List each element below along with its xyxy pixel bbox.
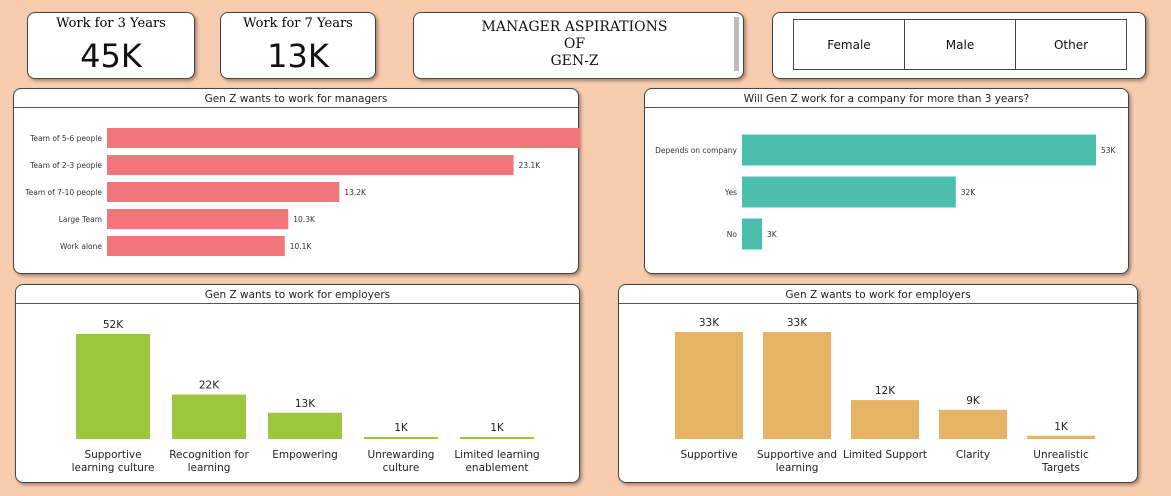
column xyxy=(763,332,831,439)
data-label: 32K xyxy=(961,188,977,197)
bar xyxy=(742,218,763,250)
employers-column-chart-2: 33K Supportive 33K Supportive and learning 12… xyxy=(675,317,1095,474)
category-label-line: Supportive xyxy=(680,449,737,461)
kpi-label: Work for 3 Years xyxy=(56,16,166,31)
data-label: 33K xyxy=(699,317,720,329)
category-label-line: culture xyxy=(383,462,420,474)
kpi-label: Work for 7 Years xyxy=(243,16,353,31)
category-label-line: Limited learning xyxy=(454,449,539,461)
category-label: Unrewarding culture xyxy=(368,449,435,474)
dashboard-title: MANAGER ASPIRATIONS OF GEN-Z xyxy=(414,19,735,70)
data-label: 1K xyxy=(490,422,505,434)
category-label-line: learning culture xyxy=(72,462,155,474)
category-label: Empowering xyxy=(272,449,338,461)
category-label-line: enablement xyxy=(465,462,528,474)
column xyxy=(172,394,246,439)
dashboard-title-line-3: GEN-Z xyxy=(550,53,599,69)
data-label: 3K xyxy=(767,230,778,239)
data-label: 1K xyxy=(394,422,409,434)
category-label: Team of 2-3 people xyxy=(29,161,102,170)
company-chart-card: Will Gen Z work for a company for more t… xyxy=(644,88,1129,274)
category-label: Supportive xyxy=(680,449,737,461)
category-label: Supportive learning culture xyxy=(72,449,155,474)
category-label-line: Targets xyxy=(1041,462,1080,474)
employers-chart-card-1: Gen Z wants to work for employers 52K Sup… xyxy=(15,284,580,483)
dashboard-title-card: MANAGER ASPIRATIONS OF GEN-Z xyxy=(413,12,744,79)
employers-chart-title-2: Gen Z wants to work for employers xyxy=(619,287,1137,304)
data-label: 53K xyxy=(1101,146,1117,155)
column xyxy=(1027,435,1095,439)
category-label-line: Unrewarding xyxy=(368,449,435,461)
data-label: 12K xyxy=(875,385,896,397)
column xyxy=(268,412,342,439)
company-bar-chart: Depends on company 53K Yes 32K No 3K xyxy=(655,134,1117,250)
data-label: 10.3K xyxy=(293,215,316,224)
category-label: Team of 7-10 people xyxy=(24,188,102,197)
category-label: Recognition for learning xyxy=(169,449,249,474)
column xyxy=(76,334,150,439)
column xyxy=(460,436,534,439)
bar xyxy=(107,155,514,175)
bar xyxy=(107,236,285,256)
bar xyxy=(742,134,1096,166)
slicer-button-other[interactable]: Other xyxy=(1015,19,1127,70)
company-chart-title: Will Gen Z work for a company for more t… xyxy=(645,91,1128,108)
category-label: Unrealistic Targets xyxy=(1033,449,1089,474)
slicer-button-female[interactable]: Female xyxy=(793,19,905,70)
title-scrollbar[interactable] xyxy=(734,17,739,71)
kpi-value: 45K xyxy=(80,37,142,75)
category-label: Work alone xyxy=(60,242,102,251)
category-label-line: learning xyxy=(776,462,819,474)
kpi-value: 13K xyxy=(267,37,329,75)
gender-slicer: Female Male Other xyxy=(772,12,1146,79)
data-label: 52K xyxy=(103,319,124,331)
category-label: Large Team xyxy=(59,215,102,224)
category-label: No xyxy=(727,230,738,239)
category-label-line: Supportive and xyxy=(757,449,837,461)
category-label: Limited Support xyxy=(843,449,927,461)
kpi-card-7-years[interactable]: Work for 7 Years 13K xyxy=(220,12,376,79)
column xyxy=(364,436,438,439)
bar xyxy=(742,176,956,208)
managers-chart-title: Gen Z wants to work for managers xyxy=(14,91,578,108)
employers-chart-card-2: Gen Z wants to work for employers 33K Sup… xyxy=(618,284,1138,483)
category-label-line: Recognition for xyxy=(169,449,249,461)
data-label: 33K xyxy=(787,317,808,329)
data-label: 1K xyxy=(1054,421,1069,433)
column xyxy=(939,409,1007,439)
column xyxy=(675,332,743,439)
bar xyxy=(107,182,340,202)
employers-chart-title-1: Gen Z wants to work for employers xyxy=(16,287,579,304)
category-label-line: Limited Support xyxy=(843,449,927,461)
data-label: 23.1K xyxy=(519,161,542,170)
category-label: Yes xyxy=(724,188,737,197)
data-label: 13K xyxy=(295,398,316,410)
category-label: Clarity xyxy=(956,449,990,461)
category-label-line: learning xyxy=(188,462,231,474)
category-label-line: Clarity xyxy=(956,449,990,461)
data-label: 22K xyxy=(199,380,220,392)
category-label: Supportive and learning xyxy=(757,449,837,474)
category-label-line: Supportive xyxy=(84,449,141,461)
kpi-card-3-years[interactable]: Work for 3 Years 45K xyxy=(27,12,195,79)
data-label: 9K xyxy=(966,395,981,407)
data-label: 13.2K xyxy=(344,188,367,197)
bar xyxy=(107,128,580,148)
data-label: 10.1K xyxy=(290,242,313,251)
category-label-line: Empowering xyxy=(272,449,338,461)
dashboard-title-line-2: OF xyxy=(563,36,586,52)
slicer-button-male[interactable]: Male xyxy=(904,19,1016,70)
category-label: Depends on company xyxy=(655,146,737,155)
bar xyxy=(107,209,289,229)
category-label: Limited learning enablement xyxy=(454,449,539,474)
column xyxy=(851,400,919,439)
dashboard-title-line-1: MANAGER ASPIRATIONS xyxy=(481,19,668,35)
managers-chart-card: Gen Z wants to work for managers Team of… xyxy=(13,88,580,274)
category-label: Team of 5-6 people xyxy=(29,134,102,143)
category-label-line: Unrealistic xyxy=(1033,449,1089,461)
managers-bar-chart: Team of 5-6 people28.2KTeam of 2-3 peopl… xyxy=(24,128,580,256)
